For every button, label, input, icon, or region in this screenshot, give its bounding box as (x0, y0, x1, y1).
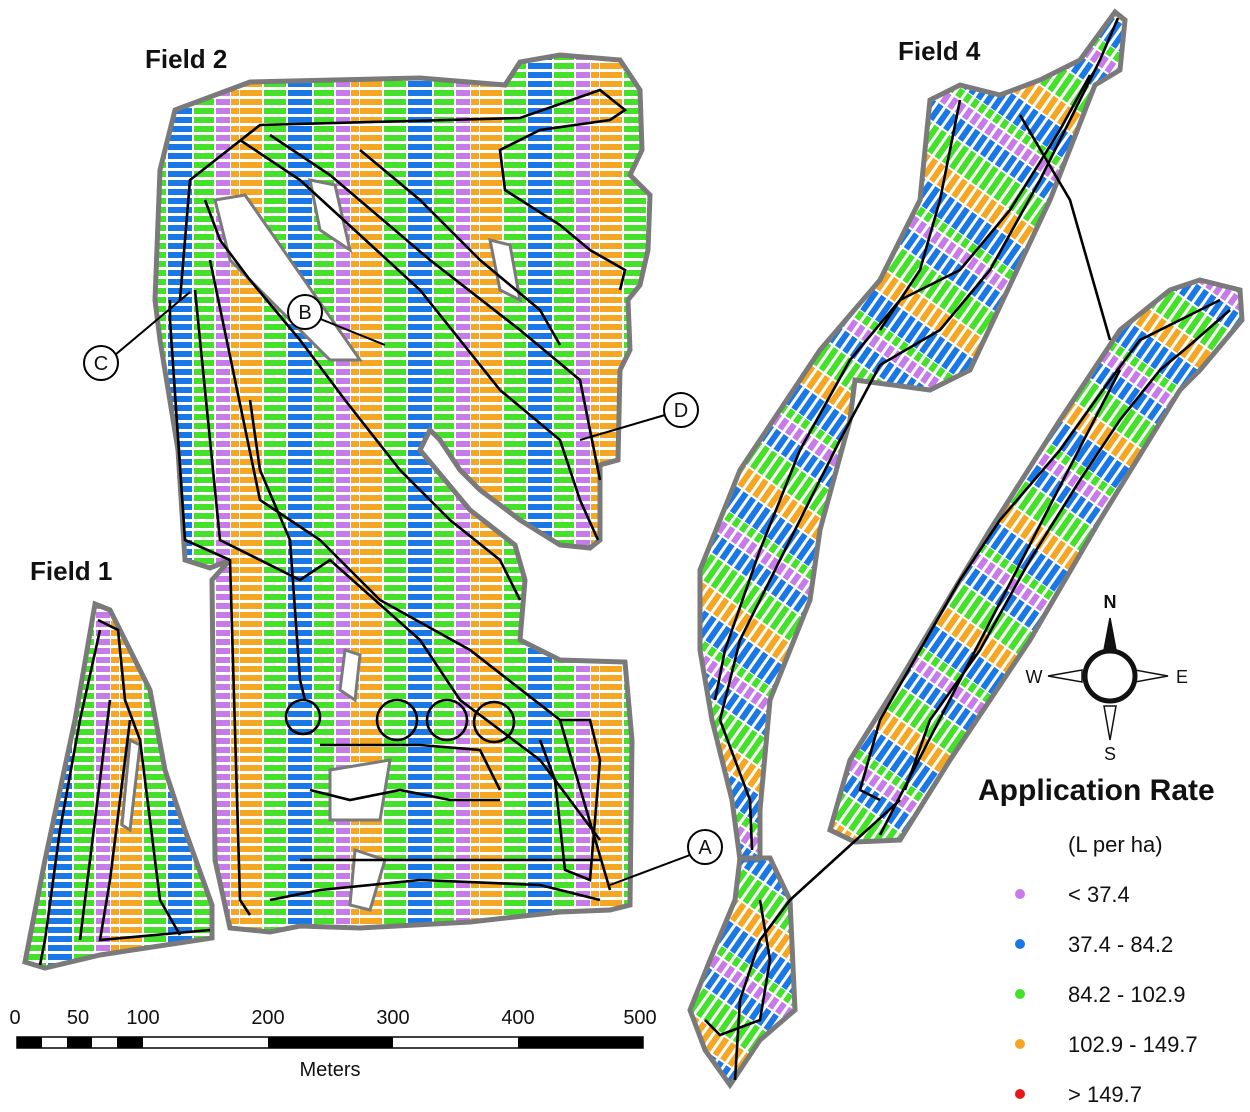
legend-label-1: < 37.4 (1068, 882, 1130, 907)
field-1-label: Field 1 (30, 556, 112, 586)
legend-unit: (L per ha) (1068, 832, 1163, 857)
callout-c-label: C (94, 353, 108, 375)
compass-e-label: E (1176, 667, 1188, 687)
legend-label-3: 84.2 - 102.9 (1068, 982, 1185, 1007)
legend-class-4: 102.9 - 149.7 (1015, 1032, 1198, 1057)
field-4-area (687, 8, 1245, 1090)
scale-bar: 0 50 100 200 300 400 500 Meters (9, 1007, 656, 1081)
callout-b: B (287, 294, 386, 346)
legend-class-1: < 37.4 (1015, 882, 1130, 907)
callout-d-label: D (674, 400, 688, 422)
legend-label-4: 102.9 - 149.7 (1068, 1032, 1198, 1057)
legend-label-5: > 149.7 (1068, 1082, 1142, 1107)
field-4-label: Field 4 (898, 36, 981, 66)
sprayer-path (38, 17, 1231, 1081)
callout-a-label: A (698, 837, 712, 859)
compass-s-label: S (1104, 744, 1116, 764)
legend-class-2: 37.4 - 84.2 (1015, 932, 1173, 957)
legend-class-3: 84.2 - 102.9 (1015, 982, 1185, 1007)
callout-c: C (83, 291, 191, 381)
compass-n-label: N (1104, 592, 1117, 612)
scale-tick-0: 0 (9, 1007, 20, 1029)
scale-tick-100: 100 (126, 1007, 159, 1029)
legend-title: Application Rate (978, 774, 1215, 807)
callout-d: D (579, 392, 699, 441)
legend-swatch-3 (1015, 989, 1025, 999)
scale-tick-200: 200 (251, 1007, 284, 1029)
callout-b-label: B (298, 302, 311, 324)
legend-swatch-5 (1015, 1089, 1025, 1099)
field-2-label: Field 2 (145, 44, 227, 74)
scale-tick-500: 500 (623, 1007, 656, 1029)
legend-label-2: 37.4 - 84.2 (1068, 932, 1173, 957)
legend: Application Rate (L per ha) < 37.4 37.4 … (978, 774, 1215, 1107)
turn-circles (284, 698, 516, 744)
compass-rose: N S E W (1026, 592, 1189, 764)
scale-unit: Meters (299, 1059, 360, 1081)
legend-swatch-1 (1015, 889, 1025, 899)
legend-class-5: > 149.7 (1015, 1082, 1142, 1107)
scale-tick-50: 50 (67, 1007, 89, 1029)
callout-a: A (609, 829, 723, 886)
legend-swatch-2 (1015, 939, 1025, 949)
compass-w-label: W (1026, 667, 1043, 687)
scale-tick-300: 300 (376, 1007, 409, 1029)
scale-tick-400: 400 (501, 1007, 534, 1029)
field-1-area (22, 600, 215, 971)
legend-swatch-4 (1015, 1039, 1025, 1049)
